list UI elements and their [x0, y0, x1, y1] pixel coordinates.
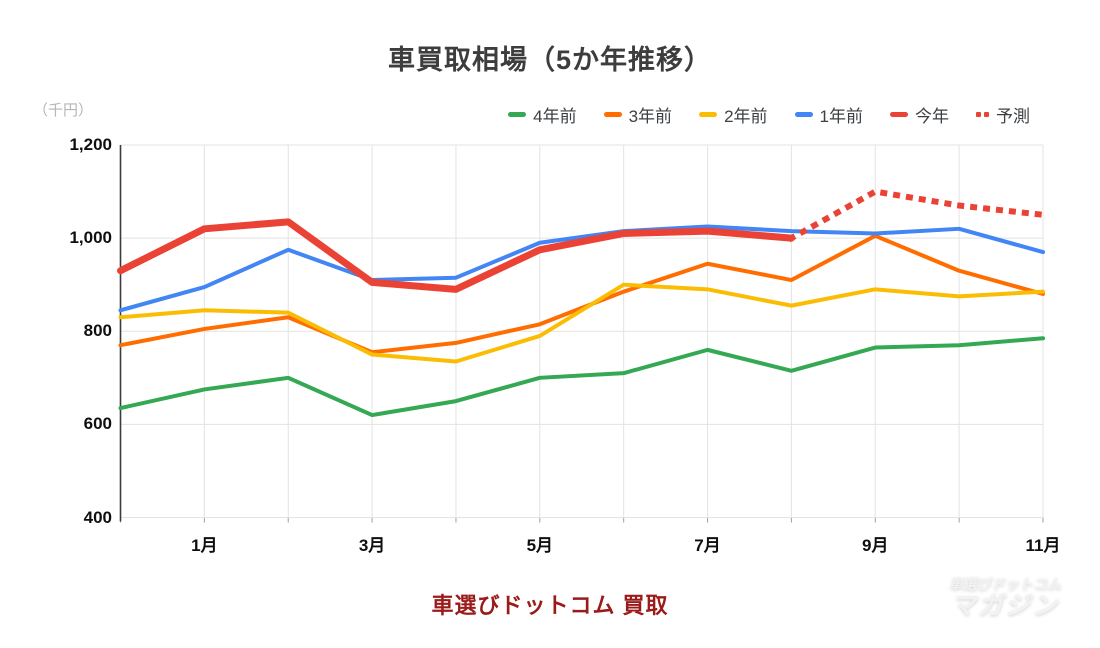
legend-swatch-icon [794, 112, 813, 117]
legend-item-forecast: 予測 [976, 102, 1030, 127]
legend-label: 3年前 [628, 107, 673, 126]
watermark-line1: 車選びドットコム [949, 576, 1061, 592]
legend-label: 今年 [915, 107, 949, 126]
legend-swatch-icon [976, 112, 989, 117]
watermark-logo: 車選びドットコム マガジン [930, 576, 1080, 621]
series-line-two-years-ago [118, 282, 1045, 364]
legend-swatch-icon [890, 112, 908, 117]
series-line-forecast [787, 188, 1047, 243]
legend-label: 予測 [996, 107, 1030, 126]
series-line-one-year-ago [118, 224, 1045, 313]
legend-label: 1年前 [819, 107, 863, 126]
legend-dotted-swatch-icon [984, 112, 989, 117]
chart-legend: 4年前 3年前 2年前 1年前 今年 予測 [120, 102, 1030, 127]
x-tick-label: 11月 [1025, 536, 1061, 555]
x-tick-label: 5月 [526, 536, 554, 555]
y-axis-unit-label: （千円） [33, 102, 94, 119]
footer-brand: 車選びドットコム 買取 [431, 593, 669, 618]
legend-label: 4年前 [533, 107, 577, 126]
series-line-this-year [117, 218, 795, 293]
legend-swatch-icon [699, 112, 718, 117]
legend-swatch-icon [603, 112, 622, 117]
x-tick-label: 9月 [862, 536, 889, 555]
legend-swatch-icon [508, 112, 527, 117]
series-line-three-years-ago [118, 233, 1045, 355]
legend-item-one-year-ago: 1年前 [794, 102, 863, 127]
legend-item-three-years-ago: 3年前 [603, 102, 673, 127]
x-tick-label: 3月 [358, 536, 386, 555]
series-line-four-years-ago [118, 336, 1045, 418]
chart-title: 車買取相場（5か年推移） [387, 45, 712, 75]
x-tick-label: 1月 [191, 536, 218, 555]
legend-dotted-swatch-icon [976, 112, 981, 117]
legend-label: 2年前 [724, 107, 768, 126]
legend-item-two-years-ago: 2年前 [699, 102, 768, 127]
y-tick-label: 1,200 [69, 135, 112, 154]
y-tick-label: 800 [83, 321, 112, 341]
y-tick-label: 1,000 [69, 228, 112, 248]
legend-item-this-year: 今年 [890, 102, 949, 127]
legend-item-four-years-ago: 4年前 [508, 102, 577, 127]
y-tick-label: 600 [83, 414, 112, 434]
x-tick-label: 7月 [694, 536, 721, 555]
watermark-line2: マガジン [950, 592, 1059, 621]
y-tick-label: 400 [83, 507, 112, 527]
